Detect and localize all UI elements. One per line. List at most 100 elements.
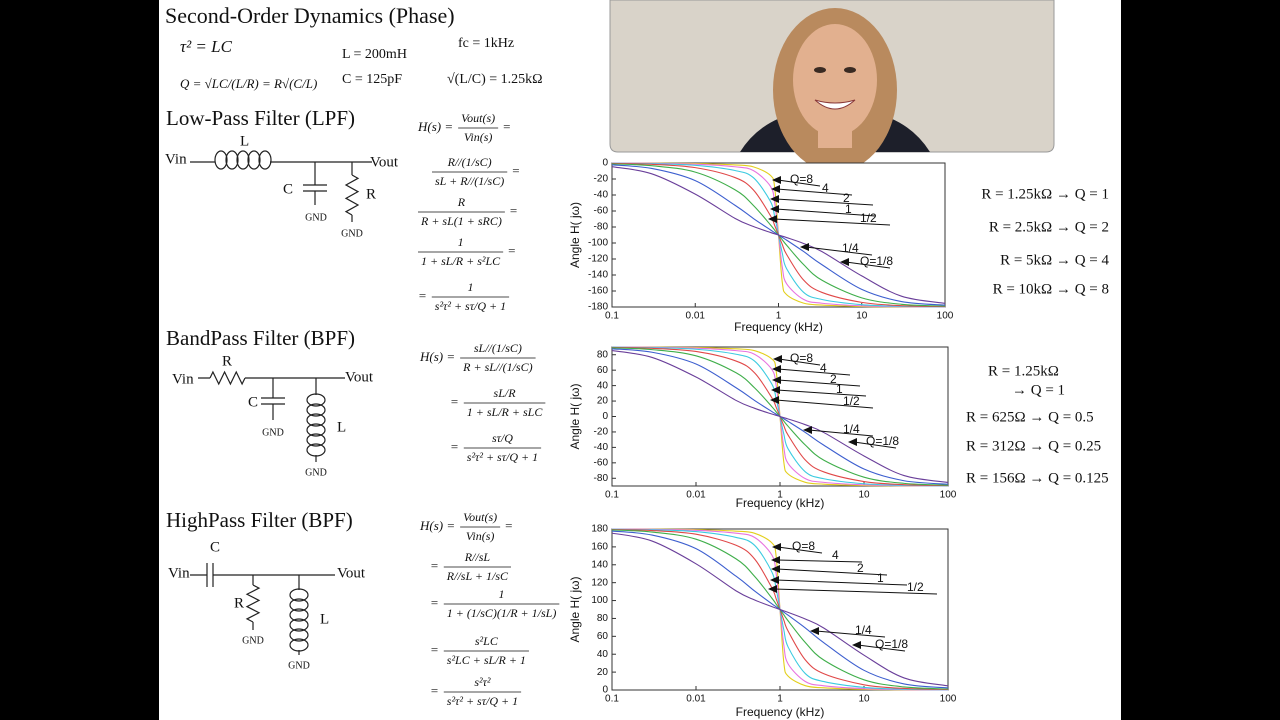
annotation-arrow [778,358,821,366]
x-tick-label: 100 [940,694,957,705]
header-equation: Q = √LC/(L/R) = R√(C/L) [180,76,317,91]
equation-numerator: R//sL [464,550,491,564]
equation-numerator: s²LC [475,634,499,648]
equation: = s²LC s²LC + sL/R + 1 [430,634,529,667]
series-label: 1/4 [842,241,859,255]
circuit-bpf: Vin R Vout C GND L GND [172,353,374,478]
series-label: 4 [822,181,829,195]
wire [190,574,335,655]
note: R = 1.25kΩ [988,363,1059,379]
circuit-label: L [240,133,249,149]
arrow-head [848,438,857,446]
arrow-head [771,556,780,564]
annotation-arrow [777,368,851,376]
x-tick-label: 10 [858,490,870,501]
y-tick-label: -60 [594,457,609,468]
wire [190,161,372,222]
equation-denominator: 1 + sL/R + s²LC [421,254,501,268]
series-label: 2 [857,561,864,575]
circuit-label: R [366,186,376,202]
x-tick-label: 0.01 [686,311,706,322]
annotation-arrow [815,630,886,638]
section-title: BandPass Filter (BPF) [166,326,355,350]
y-tick-label: -20 [594,174,609,185]
series-line [611,166,946,304]
arrow-head [810,627,819,635]
wire [209,370,246,386]
inductor-loop [306,403,326,417]
equation-lead: = [430,595,439,610]
annotation-arrow [773,218,891,226]
series-label: 1 [845,202,852,216]
series-label: 1 [836,382,843,396]
equation-denominator: Vin(s) [466,529,494,543]
y-tick-label: -140 [588,270,608,281]
circuit-label: GND [305,212,327,223]
equation: R//(1/sC) sL + R//(1/sC) = [432,155,520,188]
annotation-arrow [776,188,853,196]
note: R = 1.25kΩ → Q = 1 [981,186,1109,202]
header-parameter: √(L/C) = 1.25kΩ [447,72,543,87]
circuit-label: Vin [165,151,187,167]
wire [344,174,360,216]
equation-tail: = [505,518,512,533]
annotation-arrow [777,179,821,187]
series-label: 2 [843,191,850,205]
equation: = R//sL R//sL + 1/sC [430,550,512,583]
inductor-loop [225,150,239,170]
slide-title: Second-Order Dynamics (Phase) [165,3,455,28]
annotation-arrow [776,559,863,563]
circuit-label: Vout [345,369,374,385]
series-label: Q=8 [790,351,813,365]
y-tick-label: 100 [591,595,608,606]
y-tick-label: -20 [594,427,609,438]
y-tick-label: 40 [597,380,609,391]
circuit-label: Vout [337,565,366,581]
y-tick-label: 180 [591,524,608,535]
inductor-loop [306,443,326,457]
equation-numerator: 1 [467,280,473,294]
y-tick-label: 40 [597,649,609,660]
inductor-loop [289,598,309,612]
equation: R R + sL(1 + sRC) = [418,195,517,228]
inductor-loop [289,618,309,632]
circuit-label: Vout [370,154,399,170]
annotation-arrow [857,644,906,652]
circuit-hpf: Vin C Vout R GND L GND [168,539,366,671]
x-tick-label: 0.1 [605,694,619,705]
inductor-loop [289,608,309,622]
series-label: Q=1/8 [866,434,899,448]
inductor-loop [289,628,309,642]
equation-numerator: 1 [499,587,505,601]
arrow-head [772,176,781,184]
x-axis-label: Frequency (kHz) [736,705,825,719]
x-tick-label: 0.1 [605,311,619,322]
circuit-label: Vin [172,371,194,387]
note: R = 312Ω → Q = 0.25 [966,438,1101,454]
annotation-arrow [777,546,823,554]
x-tick-label: 0.1 [605,490,619,501]
equation-tail: = [512,163,519,178]
y-tick-label: 0 [602,685,608,696]
y-tick-label: 160 [591,542,608,553]
inductor-loop [236,150,250,170]
equation-numerator: Vout(s) [461,111,495,125]
note: R = 5kΩ → Q = 4 [1000,252,1109,268]
equation-tail: = [503,119,510,134]
header-parameter: fc = 1kHz [458,36,514,51]
arrow-head [800,243,809,251]
equation-tail: = [510,203,517,218]
equation-lead: = [430,683,439,698]
arrow-head [770,195,779,203]
y-tick-label: -40 [594,442,609,453]
equation-tail: = [508,243,515,258]
series-line [611,532,949,687]
equation-lead: = [430,558,439,573]
y-axis-label: Angle H( jω) [568,576,582,642]
equation: H(s) = sL//(1/sC) R + sL//(1/sC) [419,341,536,374]
equation-numerator: sL/R [494,386,517,400]
x-tick-label: 100 [940,490,957,501]
x-tick-label: 1 [776,311,782,322]
